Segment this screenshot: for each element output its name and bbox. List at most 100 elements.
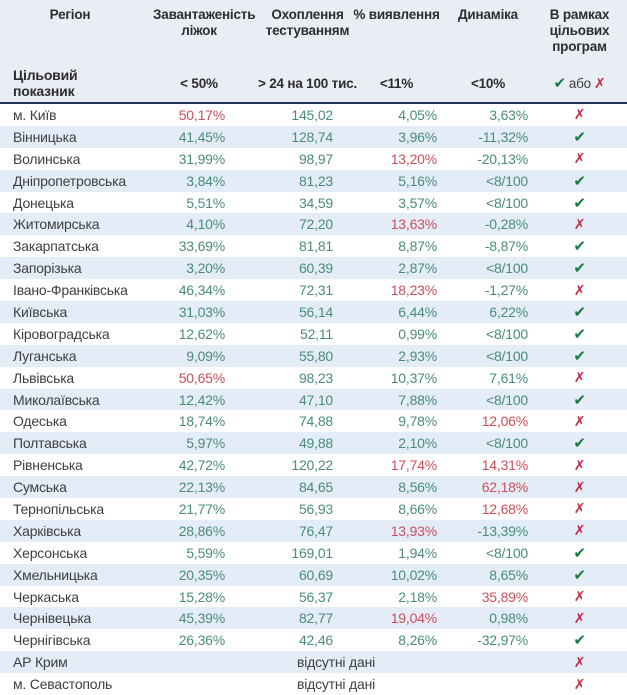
column-header-bed-load: Завантаженість ліжок [153,7,256,38]
value-cell: <8/100 [485,325,528,342]
table-row: Дніпропетровська 3,84% 81,23 5,16% <8/100 ✔ [0,169,627,192]
table-row: Житомирська 4,10% 72,20 13,63% -0,28% ✗ [0,213,627,236]
value-cell: 42,46 [298,632,333,649]
region-name: Львівська [13,369,75,386]
region-name: Івано-Франківська [13,282,128,299]
check-icon: ✔ [573,303,586,321]
value-cell: 49,88 [298,435,333,452]
value-cell: <8/100 [485,391,528,408]
value-cell: <8/100 [485,544,528,561]
table-row: Львівська 50,65% 98,23 10,37% 7,61% ✗ [0,367,627,389]
check-icon: ✔ [573,632,586,650]
table-row: Херсонська 5,59% 169,01 1,94% <8/100 ✔ [0,542,627,564]
target-program-legend: ✔ або ✗ [532,74,627,92]
region-name: Волинська [13,150,81,167]
check-icon: ✔ [573,238,586,256]
table-row: Черкаська 15,28% 56,37 2,18% 35,89% ✗ [0,586,627,608]
value-cell: 18,74% [178,413,225,430]
value-cell: -1,27% [484,282,528,299]
value-cell: 5,97% [186,435,225,452]
cross-icon: ✗ [573,500,586,517]
value-cell: -0,28% [484,216,528,233]
value-cell: 10,37% [390,369,437,386]
check-icon: ✔ [573,347,586,365]
value-cell: 5,51% [186,194,225,211]
target-detection: <11% [379,75,414,91]
value-cell: 76,47 [298,522,333,539]
value-cell: 8,87% [398,238,437,255]
value-cell: 42,72% [178,457,225,474]
target-row-label: Цільовий показник [13,67,78,99]
value-cell: 13,63% [390,216,437,233]
value-cell: 169,01 [291,544,333,561]
value-cell: 3,84% [186,172,225,189]
value-cell: 45,39% [178,610,225,627]
value-cell: 52,11 [300,325,333,342]
value-cell: 31,99% [178,150,225,167]
target-bed-load: < 50% [180,75,218,91]
region-name: Київська [13,303,68,320]
table-row: Чернігівська 26,36% 42,46 8,26% -32,97% ✔ [0,629,627,651]
table-row: Миколаївська 12,42% 47,10 7,88% <8/100 ✔ [0,388,627,411]
value-cell: 3,20% [186,260,225,277]
region-name: Рівненська [13,457,83,474]
value-cell: 1,94% [398,544,437,561]
value-cell: 128,74 [291,128,333,145]
table-row: Тернопільська 21,77% 56,93 8,66% 12,68% ✗ [0,498,627,520]
value-cell: 33,69% [178,238,225,255]
value-cell: 62,18% [481,479,528,496]
column-header-region: Регіон [49,7,91,22]
table-row: Волинська 31,99% 98,97 13,20% -20,13% ✗ [0,148,627,170]
column-header-detection: % виявлення [353,7,440,22]
value-cell: 47,10 [298,391,333,408]
column-header-testing: Охоплення тестуванням [265,7,350,38]
region-name: Херсонська [13,544,88,561]
value-cell: 21,77% [178,500,225,517]
value-cell: 82,77 [298,610,333,627]
value-cell: <8/100 [485,194,528,211]
cross-icon: ✗ [573,215,586,232]
value-cell: 41,45% [178,128,225,145]
value-cell: 84,65 [298,479,333,496]
value-cell: -13,39% [477,522,528,539]
table-body: м. Київ 50,17% 145,02 4,05% 3,63% ✗ Вінницька 4… [0,104,627,695]
table-row: Рівненська 42,72% 120,22 17,74% 14,31% ✗ [0,454,627,476]
table-row: Луганська 9,09% 55,80 2,93% <8/100 ✔ [0,344,627,367]
region-name: АР Крим [13,654,68,671]
region-name: Харківська [13,522,81,539]
value-cell: -11,32% [478,128,528,145]
value-cell: 74,88 [298,413,333,430]
value-cell: -8,87% [484,238,528,255]
value-cell: 8,66% [398,500,437,517]
value-cell: 60,39 [298,260,333,277]
cross-icon: ✗ [573,281,586,298]
cross-icon: ✗ [573,412,586,429]
table-row: Закарпатська 33,69% 81,81 8,87% -8,87% ✔ [0,235,627,257]
table-row: Донецька 5,51% 34,59 3,57% <8/100 ✔ [0,192,627,214]
value-cell: 35,89% [481,588,528,605]
region-name: м. Севастополь [13,676,113,693]
check-icon: ✔ [573,544,586,562]
value-cell: 81,81 [298,238,333,255]
table-header-row: Регіон Завантаженість ліжок Охоплення те… [0,0,627,64]
table-row: Київська 31,03% 56,14 6,44% 6,22% ✔ [0,301,627,323]
cross-icon: ✗ [573,369,586,386]
table-row: Івано-Франківська 46,34% 72,31 18,23% -1,27%… [0,279,627,301]
cross-icon: ✗ [594,75,606,91]
value-cell: 28,86% [178,522,225,539]
value-cell: 12,42% [178,391,225,408]
cross-icon: ✗ [573,478,586,495]
value-cell: 120,22 [291,457,333,474]
column-header-dynamics: Динаміка [458,7,518,22]
value-cell: <8/100 [485,347,528,364]
region-name: Хмельницька [13,566,98,583]
value-cell: 98,97 [298,150,333,167]
region-name: Вінницька [13,128,77,145]
value-cell: 20,35% [178,566,225,583]
value-cell: <8/100 [485,260,528,277]
value-cell: 26,36% [178,632,225,649]
value-cell: 2,93% [398,347,437,364]
cross-icon: ✗ [573,522,586,539]
table-row: Хмельницька 20,35% 60,69 10,02% 8,65% ✔ [0,563,627,586]
table-row: м. Севастополь відсутні дані ✗ [0,673,627,695]
